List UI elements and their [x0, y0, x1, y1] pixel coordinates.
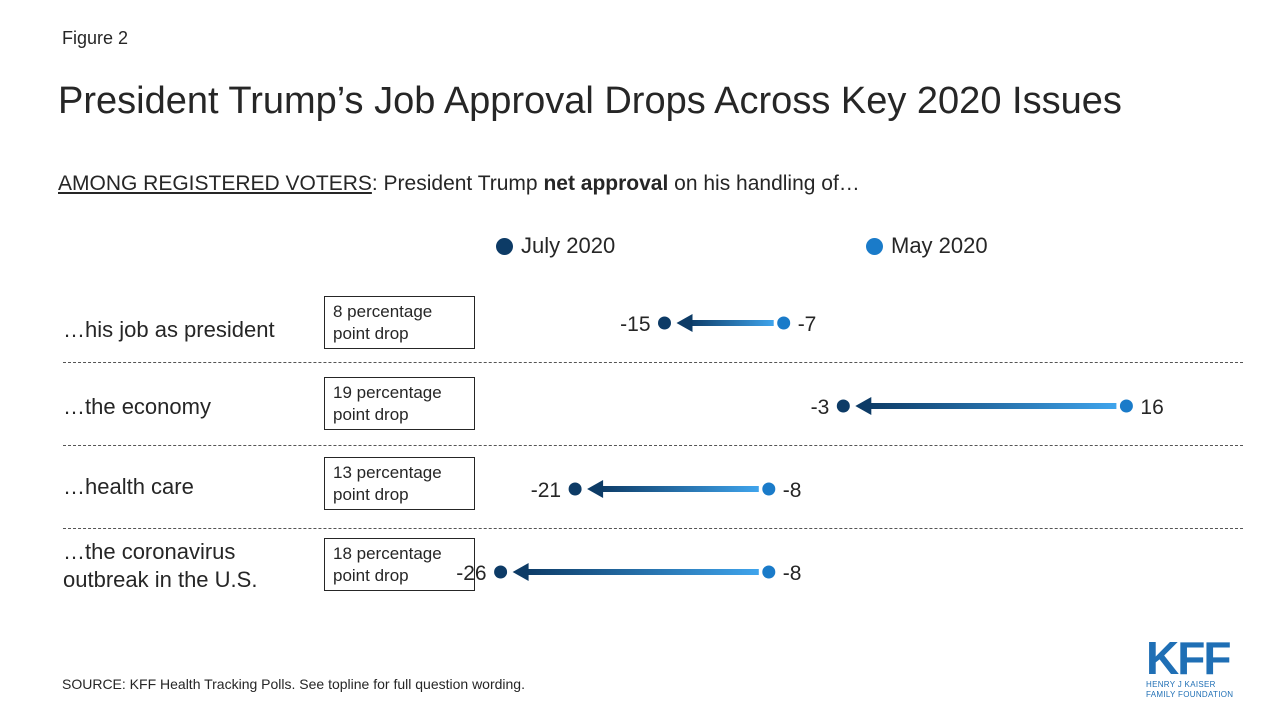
- drop-box-coronavirus: 18 percentage point drop: [324, 538, 475, 591]
- row-label-health-care: …health care: [63, 474, 194, 499]
- legend-july-marker: [496, 237, 513, 255]
- july-value-label: -15: [620, 313, 650, 336]
- chart-subtitle: AMONG REGISTERED VOTERS: President Trump…: [58, 172, 860, 196]
- legend-july: July 2020: [496, 233, 615, 259]
- row-label-job: …his job as president: [63, 317, 275, 342]
- row-label-coronavirus-line1: …the coronavirus: [63, 539, 236, 564]
- subtitle-prefix: : President Trump: [371, 172, 544, 195]
- drop-box-health-care: 13 percentage point drop: [324, 457, 475, 510]
- row-label-economy: …the economy: [63, 394, 211, 419]
- row-divider: [63, 445, 1243, 446]
- drop-text-line1: 13 percentage: [333, 463, 442, 482]
- july-point: [836, 399, 850, 413]
- chart-title: President Trump’s Job Approval Drops Acr…: [58, 80, 1122, 122]
- change-arrow-head: [855, 397, 872, 415]
- may-value-label: -8: [783, 562, 802, 585]
- drop-text-line1: 8 percentage: [333, 302, 433, 321]
- logo-line1: Henry J Kaiser: [1146, 680, 1216, 689]
- change-arrow-shaft: [524, 569, 759, 575]
- logo-line2: Family Foundation: [1146, 690, 1234, 699]
- july-point: [494, 565, 508, 579]
- drop-text-line1: 18 percentage: [333, 544, 442, 563]
- may-value-label: 16: [1140, 396, 1163, 419]
- kff-logo: KFF Henry J Kaiser Family Foundation: [1146, 632, 1236, 700]
- legend-may-label: May 2020: [891, 233, 988, 258]
- drop-box-economy: 19 percentage point drop: [324, 377, 475, 430]
- subtitle-bold: net approval: [543, 172, 669, 195]
- drop-text-line2: point drop: [333, 324, 409, 343]
- change-arrow-shaft: [688, 320, 774, 326]
- may-point: [762, 565, 776, 579]
- change-arrow-head: [676, 314, 693, 332]
- may-value-label: -8: [783, 479, 802, 502]
- july-value-label: -3: [811, 396, 830, 419]
- row-divider: [63, 528, 1243, 529]
- change-arrow-head: [512, 563, 529, 581]
- drop-text-line2: point drop: [333, 566, 409, 585]
- drop-text-line2: point drop: [333, 485, 409, 504]
- legend-july-label: July 2020: [521, 233, 616, 258]
- subtitle-population: AMONG REGISTERED VOTERS: [58, 172, 372, 195]
- source-note: SOURCE: KFF Health Tracking Polls. See t…: [62, 676, 525, 692]
- row-label-coronavirus-line2: outbreak in the U.S.: [63, 567, 258, 592]
- may-point: [762, 482, 776, 496]
- july-point: [658, 316, 671, 330]
- may-point: [1119, 399, 1133, 413]
- may-point: [777, 316, 791, 330]
- legend-may: May 2020: [866, 233, 988, 259]
- may-value-label: -7: [798, 313, 817, 336]
- row-divider: [63, 362, 1243, 363]
- change-arrow-head: [587, 480, 604, 498]
- july-point: [568, 482, 582, 496]
- drop-text-line1: 19 percentage: [333, 383, 442, 402]
- drop-box-job: 8 percentage point drop: [324, 296, 475, 349]
- change-arrow-shaft: [599, 486, 759, 492]
- logo-wordmark: KFF: [1146, 632, 1231, 684]
- july-value-label: -26: [456, 562, 486, 585]
- legend-may-marker: [866, 237, 883, 255]
- change-arrow-shaft: [867, 403, 1117, 409]
- july-value-label: -21: [531, 479, 561, 502]
- subtitle-suffix: on his handling of…: [668, 172, 860, 195]
- row-label-coronavirus: …the coronavirus outbreak in the U.S.: [63, 538, 257, 594]
- drop-text-line2: point drop: [333, 405, 409, 424]
- figure-label: Figure 2: [62, 28, 129, 48]
